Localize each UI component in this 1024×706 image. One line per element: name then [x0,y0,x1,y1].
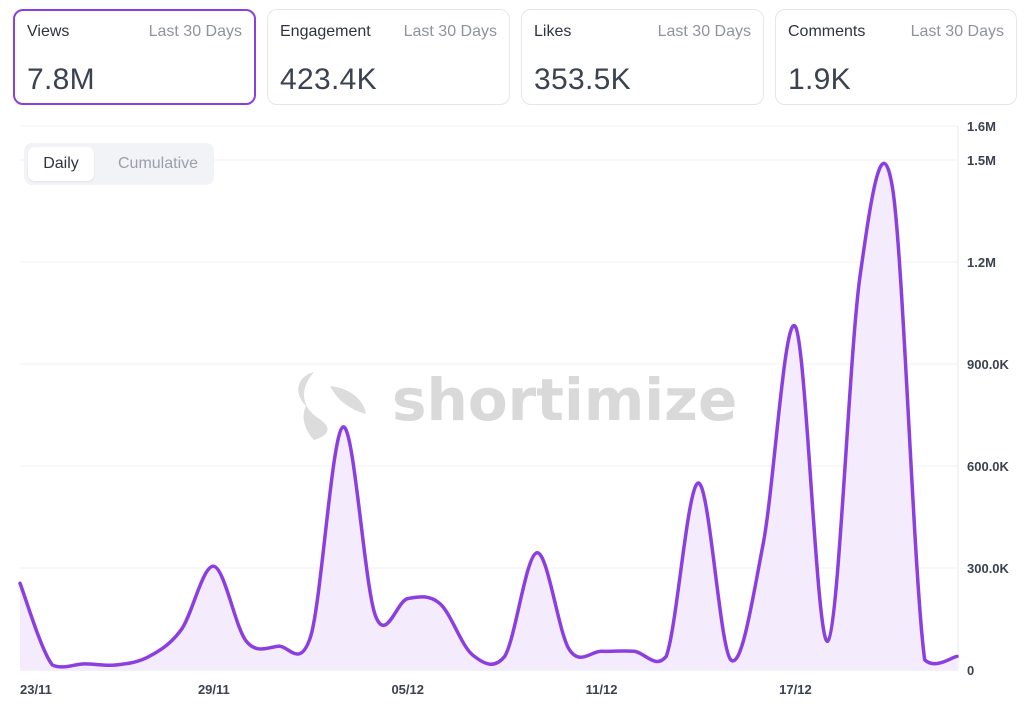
views-line [18,161,959,669]
x-axis: 23/11 29/11 05/12 11/12 17/12 [20,682,812,697]
comments-card-range: Last 30 Days [910,23,1004,40]
engagement-card-value: 423.4K [280,63,377,96]
y-axis: 0 300.0K 600.0K 900.0K 1.2M 1.5M 1.6M [967,119,1010,678]
comments-card[interactable]: Comments Last 30 Days 1.9K [775,9,1017,105]
y-tick-label: 1.5M [967,153,996,168]
y-tick-label: 600.0K [967,459,1010,474]
watermark-text: shortimize [392,366,737,434]
likes-card-value: 353.5K [534,63,631,96]
views-card-value: 7.8M [27,63,95,96]
views-chart: shortimize 0 300.0K 600.0K 900.0K 1.2M 1.5M 1.… [18,119,1010,697]
views-card-label: Views [27,23,70,40]
y-tick-label: 0 [967,663,974,678]
x-tick-label: 11/12 [586,682,618,697]
engagement-card-label: Engagement [280,23,371,40]
likes-card[interactable]: Likes Last 30 Days 353.5K [521,9,764,105]
views-card-range: Last 30 Days [148,23,242,40]
engagement-card[interactable]: Engagement Last 30 Days 423.4K [267,9,510,105]
y-tick-label: 300.0K [967,561,1010,576]
views-area [20,163,957,670]
likes-card-label: Likes [534,23,572,40]
view-mode-toggle[interactable]: Daily Cumulative [24,143,214,185]
comments-card-label: Comments [788,23,866,40]
x-tick-label: 17/12 [779,682,812,697]
cumulative-toggle-option[interactable]: Cumulative [117,155,199,172]
x-tick-label: 05/12 [391,682,424,697]
watermark-logo-icon [298,372,366,440]
x-tick-label: 23/11 [20,682,52,697]
daily-toggle-option[interactable]: Daily [28,147,94,181]
watermark: shortimize [298,366,737,440]
y-tick-label: 900.0K [967,357,1010,372]
x-tick-label: 29/11 [198,682,230,697]
views-card[interactable]: Views Last 30 Days 7.8M [13,9,256,105]
y-tick-label: 1.6M [967,119,996,134]
y-tick-label: 1.2M [967,255,996,270]
engagement-card-range: Last 30 Days [403,23,497,40]
likes-card-range: Last 30 Days [657,23,751,40]
comments-card-value: 1.9K [788,63,851,96]
